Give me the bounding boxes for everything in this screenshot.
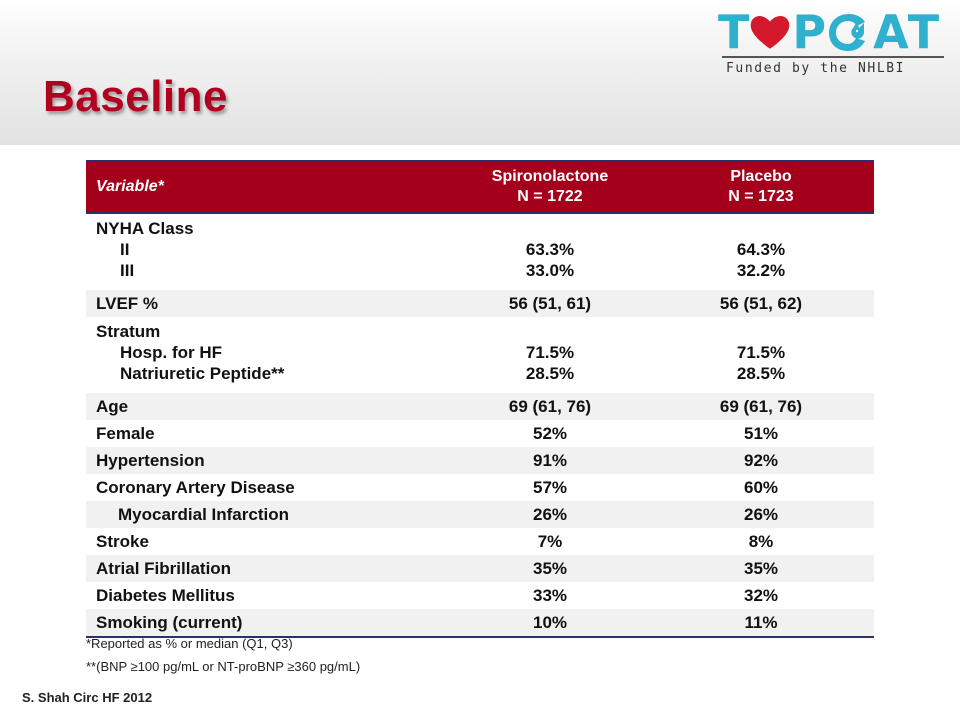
table-row: Hypertension 91% 92% — [86, 447, 874, 474]
table-row-lvef: LVEF % 56 (51, 61) 56 (51, 62) — [86, 290, 874, 317]
logo-funded-text: Funded by the NHLBI — [726, 61, 906, 76]
logo-wordmark: T P A T — [718, 5, 939, 59]
row-label: Myocardial Infarction — [86, 501, 452, 528]
table-row: Myocardial Infarction 26% 26% — [86, 501, 874, 528]
nyha-iii-spiro: 33.0% — [525, 261, 575, 280]
stratum-placebo: 71.5% 28.5% — [648, 317, 874, 393]
row-label: Atrial Fibrillation — [86, 555, 452, 582]
row-spiro: 10% — [452, 609, 648, 637]
row-label: Stroke — [86, 528, 452, 555]
row-spiro: 26% — [452, 501, 648, 528]
header-spironolactone: Spironolactone N = 1722 — [452, 160, 648, 214]
row-placebo: 92% — [648, 447, 874, 474]
nyha-placebo: 64.3% 32.2% — [648, 213, 874, 290]
table-row-nyha: NYHA Class II III 63.3% 33.0% 64.3% 32.2… — [86, 213, 874, 290]
table-row: Coronary Artery Disease 57% 60% — [86, 474, 874, 501]
topcat-logo: T P A T Funded by the NHLBI — [718, 6, 950, 81]
header-spiro-n: N = 1722 — [517, 188, 583, 205]
table-row: Smoking (current) 10% 11% — [86, 609, 874, 637]
row-placebo: 35% — [648, 555, 874, 582]
header-spiro-name: Spironolactone — [491, 168, 609, 185]
logo-letter-a: A — [873, 5, 909, 59]
header-band — [0, 0, 960, 145]
row-placebo: 69 (61, 76) — [648, 393, 874, 420]
stratum-hosp-placebo: 71.5% — [736, 343, 786, 362]
nyha-iii-label: III — [120, 261, 135, 280]
logo-letter-t2: T — [907, 5, 939, 59]
row-label: Smoking (current) — [86, 609, 452, 637]
nyha-labels: NYHA Class II III — [86, 213, 452, 290]
nyha-class-label: NYHA Class — [96, 219, 194, 238]
header-placebo-name: Placebo — [730, 168, 792, 185]
row-placebo: 11% — [648, 609, 874, 637]
stratum-hosp-spiro: 71.5% — [525, 343, 575, 362]
table-row: Age 69 (61, 76) 69 (61, 76) — [86, 393, 874, 420]
stratum-np-spiro: 28.5% — [525, 364, 575, 383]
row-placebo: 32% — [648, 582, 874, 609]
stratum-label: Stratum — [96, 322, 161, 341]
table-row-stratum: Stratum Hosp. for HF Natriuretic Peptide… — [86, 317, 874, 393]
row-placebo: 8% — [648, 528, 874, 555]
row-label: Hypertension — [86, 447, 452, 474]
row-spiro: 69 (61, 76) — [452, 393, 648, 420]
logo-divider — [722, 56, 944, 58]
nyha-spiro: 63.3% 33.0% — [452, 213, 648, 290]
baseline-table: Variable* Spironolactone N = 1722 Placeb… — [86, 160, 874, 638]
header-placebo: Placebo N = 1723 — [648, 160, 874, 214]
stratum-labels: Stratum Hosp. for HF Natriuretic Peptide… — [86, 317, 452, 393]
row-label: Coronary Artery Disease — [86, 474, 452, 501]
heart-icon — [751, 16, 790, 49]
row-spiro: 33% — [452, 582, 648, 609]
table-row: Diabetes Mellitus 33% 32% — [86, 582, 874, 609]
cat-icon — [829, 14, 866, 51]
table-row: Atrial Fibrillation 35% 35% — [86, 555, 874, 582]
logo-letter-t: T — [718, 5, 749, 59]
lvef-placebo: 56 (51, 62) — [648, 290, 874, 317]
table-row: Female 52% 51% — [86, 420, 874, 447]
logo-letter-p: P — [792, 5, 826, 59]
row-label: Diabetes Mellitus — [86, 582, 452, 609]
row-spiro: 35% — [452, 555, 648, 582]
lvef-spiro: 56 (51, 61) — [452, 290, 648, 317]
row-label: Age — [86, 393, 452, 420]
stratum-hosp-label: Hosp. for HF — [120, 343, 222, 362]
stratum-spiro: 71.5% 28.5% — [452, 317, 648, 393]
source-citation: S. Shah Circ HF 2012 — [22, 690, 153, 705]
row-label-text: Myocardial Infarction — [118, 505, 289, 524]
stratum-np-label: Natriuretic Peptide** — [120, 364, 285, 383]
nyha-ii-spiro: 63.3% — [525, 240, 575, 259]
header-variable: Variable* — [86, 160, 452, 214]
stratum-np-placebo: 28.5% — [736, 364, 786, 383]
row-label: Female — [86, 420, 452, 447]
row-placebo: 26% — [648, 501, 874, 528]
nyha-iii-placebo: 32.2% — [736, 261, 786, 280]
header-placebo-n: N = 1723 — [728, 188, 794, 205]
table-row: Stroke 7% 8% — [86, 528, 874, 555]
row-spiro: 7% — [452, 528, 648, 555]
slide-title: Baseline — [43, 72, 228, 121]
row-spiro: 57% — [452, 474, 648, 501]
nyha-ii-placebo: 64.3% — [736, 240, 786, 259]
row-placebo: 60% — [648, 474, 874, 501]
nyha-ii-label: II — [120, 240, 130, 259]
row-spiro: 52% — [452, 420, 648, 447]
footnote-reported: *Reported as % or median (Q1, Q3) — [86, 636, 293, 651]
row-placebo: 51% — [648, 420, 874, 447]
table-header-row: Variable* Spironolactone N = 1722 Placeb… — [86, 160, 874, 214]
footnote-natriuretic: **(BNP ≥100 pg/mL or NT-proBNP ≥360 pg/m… — [86, 659, 361, 674]
row-spiro: 91% — [452, 447, 648, 474]
lvef-label: LVEF % — [86, 290, 452, 317]
